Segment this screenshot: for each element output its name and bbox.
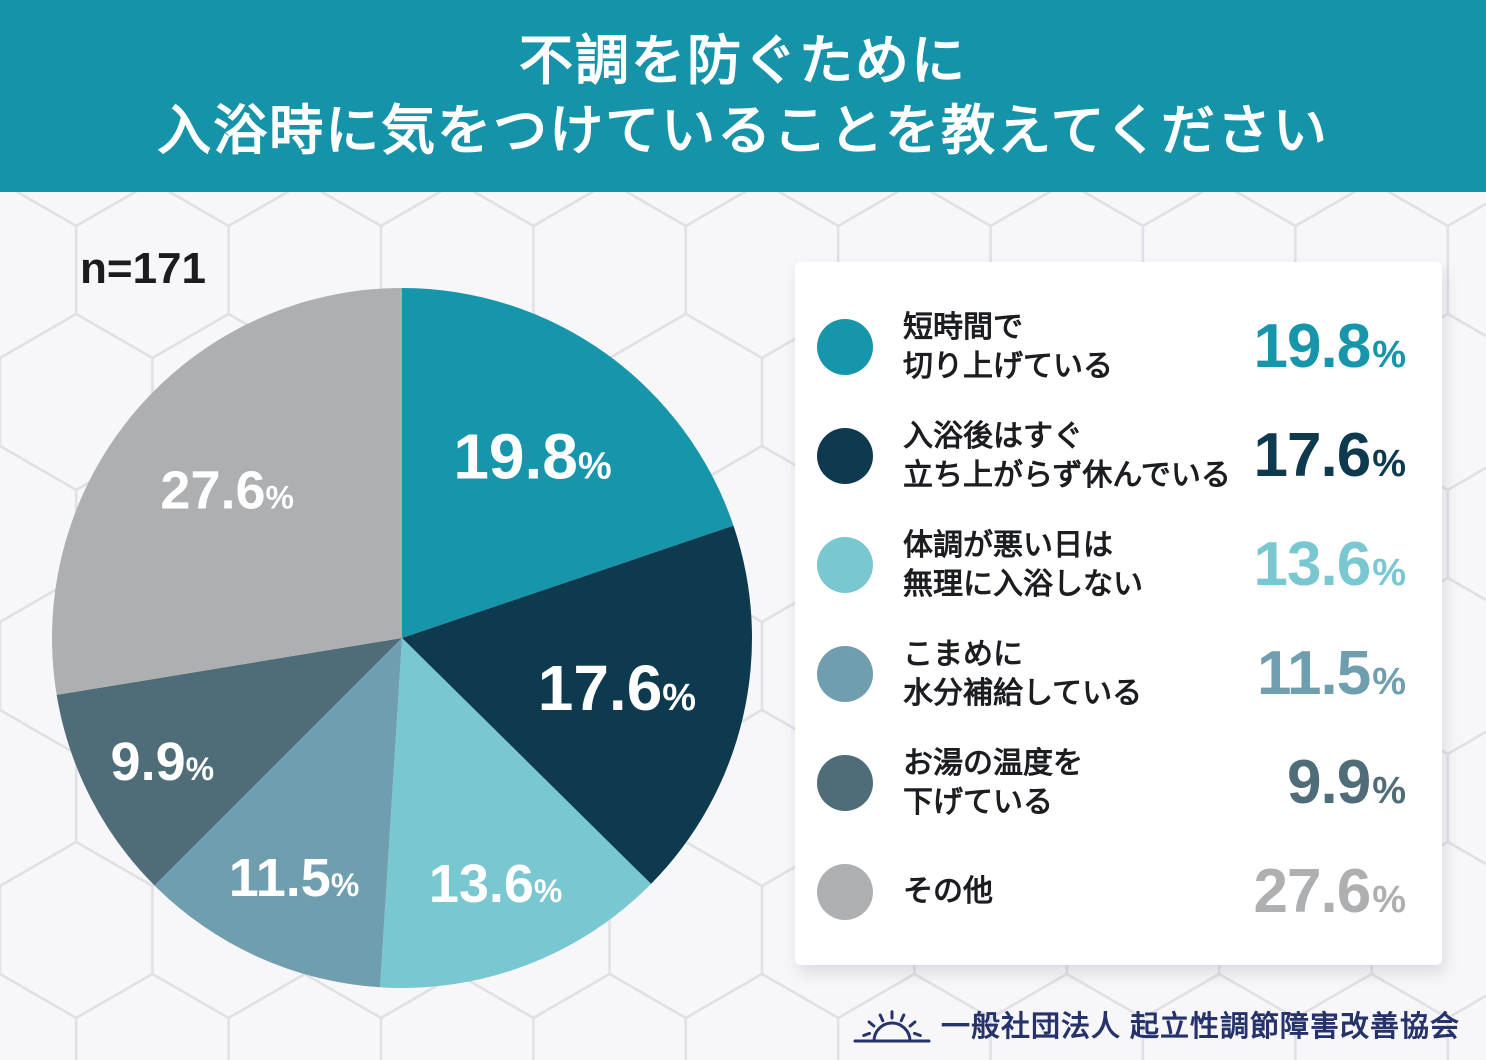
legend-item: 入浴後はすぐ立ち上がらず休んでいる 17.6% — [815, 401, 1406, 510]
legend-label-line: 入浴後はすぐ — [903, 419, 1083, 453]
pie-slice-label: 19.8% — [453, 420, 611, 492]
legend-value: 17.6% — [1254, 424, 1406, 487]
legend-label: お湯の温度を 下げている — [903, 744, 1287, 822]
pie-slice-label: 27.6% — [160, 461, 294, 521]
pie-slice — [52, 288, 403, 695]
legend-label-line: お湯の温度を — [903, 746, 1083, 780]
legend-item: お湯の温度を 下げている 9.9% — [815, 728, 1406, 837]
legend-label: 体調が悪い日は 無理に入浴しない — [903, 526, 1254, 604]
pie-slice-label: 11.5% — [229, 848, 360, 908]
legend-label-line: 無理に入浴しない — [903, 567, 1143, 601]
legend-label-line: 下げている — [903, 785, 1053, 819]
legend-item: 短時間で切り上げている 19.8% — [815, 292, 1406, 401]
legend-label-line: こまめに — [903, 637, 1023, 671]
legend-color-dot — [817, 754, 873, 811]
legend-color-dot — [817, 318, 873, 375]
legend-value: 13.6% — [1254, 533, 1406, 596]
legend-label: こまめに水分補給している — [903, 635, 1257, 713]
page-title-line-1: 不調を防ぐために — [519, 31, 967, 91]
legend-value: 11.5% — [1257, 642, 1406, 705]
legend-value-number: 13.6 — [1253, 529, 1372, 599]
legend-label-line: その他 — [903, 875, 993, 908]
legend-value-number: 27.6 — [1253, 856, 1372, 926]
legend-value-percent-sign: % — [1372, 551, 1406, 594]
legend-value: 27.6% — [1254, 860, 1406, 923]
pie-slice — [402, 525, 752, 884]
legend-color-dot — [817, 536, 873, 593]
legend-value-number: 9.9 — [1287, 747, 1371, 817]
footer: 一般社団法人 起立性調節障害改善協会 — [853, 1000, 1460, 1048]
legend-value-percent-sign: % — [1372, 660, 1406, 703]
legend-color-dot — [817, 427, 873, 484]
legend-label-line: 短時間で — [903, 310, 1023, 344]
legend-label: 短時間で切り上げている — [903, 308, 1254, 386]
legend-item: その他 27.6% — [815, 837, 1406, 946]
pie-slice — [380, 638, 652, 988]
legend-label-line: 切り上げている — [903, 349, 1113, 383]
legend-value-percent-sign: % — [1372, 333, 1406, 376]
page-title-line-2: 入浴時に気をつけていることを教えてください — [157, 101, 1329, 161]
sample-size-label: n=171 — [80, 244, 206, 293]
legend-value-number: 17.6 — [1253, 420, 1372, 490]
legend-value-percent-sign: % — [1372, 442, 1406, 485]
legend-label-line: 立ち上がらず休んでいる — [903, 458, 1231, 492]
organization-name: 一般社団法人 起立性調節障害改善協会 — [940, 1011, 1460, 1043]
legend-value-percent-sign: % — [1372, 769, 1406, 812]
pie-slice-label: 9.9% — [111, 732, 215, 792]
legend-label: 入浴後はすぐ立ち上がらず休んでいる — [903, 417, 1254, 495]
legend-item: こまめに水分補給している 11.5% — [815, 619, 1406, 728]
legend-color-dot — [817, 863, 873, 920]
rising-sun-icon — [853, 1010, 931, 1043]
header: 不調を防ぐために 入浴時に気をつけていることを教えてください — [0, 0, 1486, 192]
legend-value-percent-sign: % — [1372, 878, 1406, 921]
legend-label: その他 — [903, 872, 1254, 911]
legend-value-number: 11.5 — [1256, 638, 1371, 708]
legend-label-line: 水分補給している — [903, 676, 1143, 710]
legend: 短時間で切り上げている 19.8% 入浴後はすぐ立ち上がらず休んでいる 17.6… — [795, 262, 1442, 965]
legend-value-number: 19.8 — [1253, 311, 1372, 381]
legend-label-line: 体調が悪い日は — [903, 528, 1113, 562]
pie-slice — [56, 638, 402, 886]
pie-slice-label: 13.6% — [429, 854, 563, 914]
pie-slice — [402, 288, 734, 638]
pie-slice-label: 17.6% — [538, 652, 696, 724]
pie-slice — [154, 638, 402, 988]
pie-chart: 19.8% 17.6% 13.6% 11.5%9.9% 27.6% — [52, 288, 752, 988]
legend-value: 9.9% — [1287, 751, 1406, 814]
legend-color-dot — [817, 645, 873, 702]
legend-item: 体調が悪い日は 無理に入浴しない 13.6% — [815, 510, 1406, 619]
legend-value: 19.8% — [1254, 315, 1406, 378]
